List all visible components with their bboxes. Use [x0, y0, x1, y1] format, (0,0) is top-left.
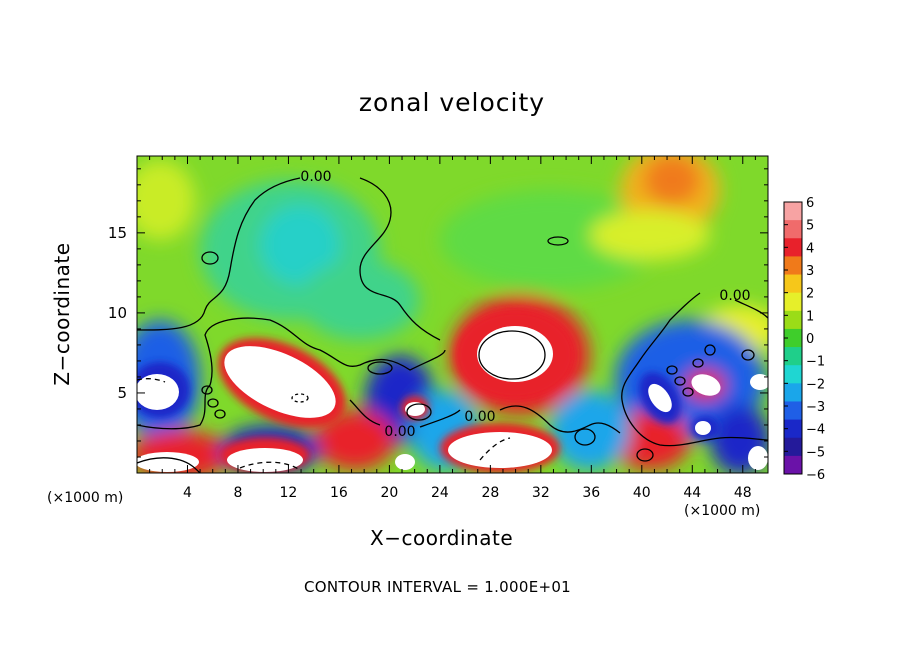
x-unit-label-right: (×1000 m) [684, 503, 761, 519]
contour-label: 0.00 [384, 424, 415, 440]
colorbar-tick-label: 5 [806, 219, 814, 234]
x-tick-label: 8 [233, 485, 242, 501]
colorbar: 6 5 4 3 2 1 0 −1 −2 −3 −4 −5 −6 [783, 196, 825, 483]
x-tick-label: 24 [431, 485, 449, 501]
colorbar-swatch [784, 202, 802, 221]
y-tick-label: 5 [117, 384, 127, 402]
colorbar-tick-label: −3 [806, 400, 825, 415]
colorbar-swatch [784, 274, 802, 294]
colorbar-tick-label: 2 [806, 287, 814, 302]
colorbar-swatch [784, 256, 802, 276]
colorbar-swatch [784, 328, 802, 348]
colorbar-swatch [784, 365, 802, 384]
colorbar-tick-label: 1 [806, 309, 814, 324]
colorbar-swatch [784, 383, 802, 402]
colorbar-tick-label: 0 [806, 332, 814, 347]
x-tick-label: 28 [481, 485, 499, 501]
colorbar-swatch [784, 310, 802, 330]
x-tick-label: 32 [532, 485, 550, 501]
contour-label: 0.00 [719, 288, 750, 304]
x-axis-label: X−coordinate [370, 526, 514, 550]
x-tick-label: 4 [183, 485, 192, 501]
colorbar-tick-label: −5 [806, 445, 825, 460]
colorbar-swatch [784, 292, 802, 312]
contour-lines [137, 177, 768, 473]
colorbar-swatch [784, 238, 802, 257]
x-tick-label: 20 [380, 485, 398, 501]
x-axis: 4 8 12 16 20 24 28 32 36 40 44 48 [149, 156, 756, 501]
x-tick-label: 48 [734, 485, 752, 501]
colorbar-tick-label: 3 [806, 264, 814, 279]
colorbar-tick-label: −2 [806, 377, 825, 392]
y-tick-label: 15 [108, 224, 127, 242]
velocity-field [137, 156, 768, 473]
x-tick-label: 40 [633, 485, 651, 501]
chart-title: zonal velocity [358, 88, 546, 117]
contour-interval-note: CONTOUR INTERVAL = 1.000E+01 [304, 578, 572, 596]
colorbar-tick-label: −6 [806, 468, 825, 483]
y-tick-label: 10 [108, 304, 127, 322]
colorbar-swatch [784, 220, 802, 239]
colorbar-tick-label: 4 [806, 241, 814, 256]
x-tick-label: 16 [330, 485, 348, 501]
contour-label: 0.00 [300, 169, 331, 185]
contour-label: 0.00 [464, 409, 495, 425]
colorbar-tick-label: −4 [806, 423, 825, 438]
colorbar-tick-label: 6 [806, 196, 814, 211]
colorbar-swatch [784, 347, 802, 366]
colorbar-swatch [784, 419, 802, 439]
x-tick-label: 12 [280, 485, 298, 501]
colorbar-tick-label: −1 [806, 355, 825, 370]
y-axis: 5 10 15 [108, 168, 768, 458]
contour-labels: 0.00 0.00 0.00 0.00 [300, 169, 750, 440]
colorbar-swatch [784, 437, 802, 457]
x-tick-label: 44 [683, 485, 701, 501]
x-tick-label: 36 [582, 485, 600, 501]
colorbar-swatch [784, 455, 802, 475]
x-unit-label-left: (×1000 m) [47, 490, 124, 506]
colorbar-swatch [784, 401, 802, 421]
